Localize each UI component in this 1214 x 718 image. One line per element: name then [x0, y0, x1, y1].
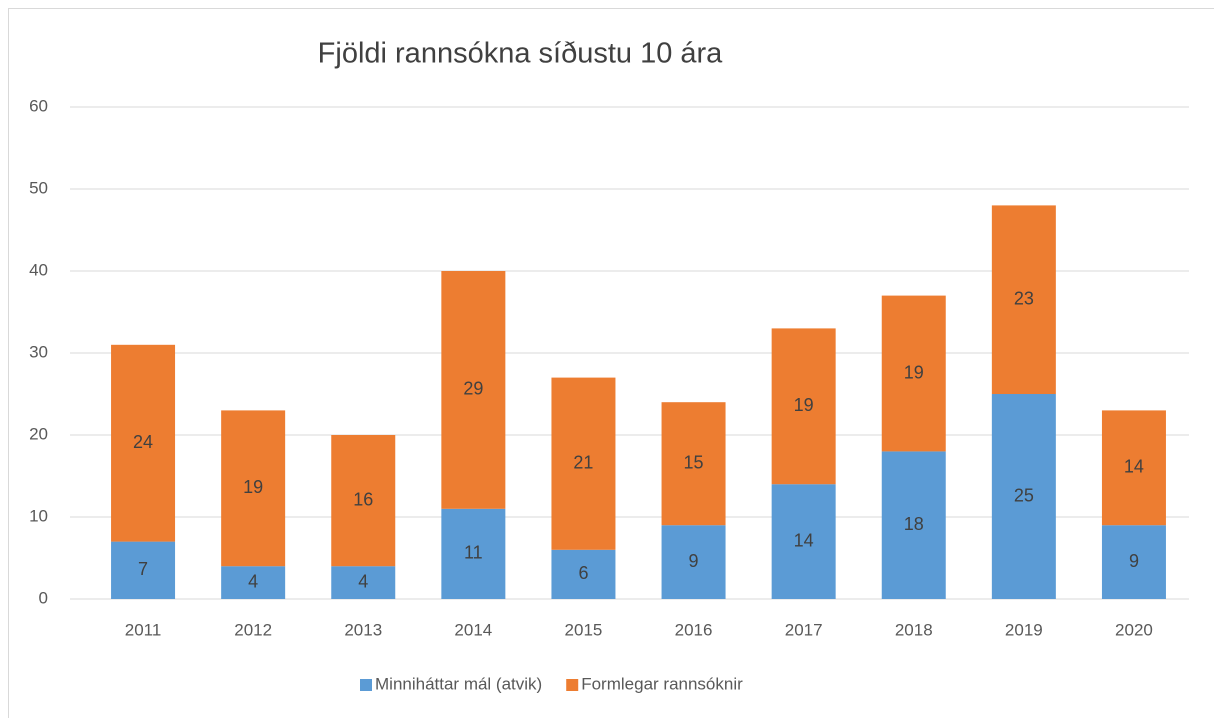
- data-label: 9: [689, 551, 699, 571]
- bar-segment: [661, 402, 726, 526]
- x-tick-label: 2017: [785, 620, 823, 639]
- bar-segment: [661, 525, 726, 599]
- legend-swatch: [360, 679, 372, 691]
- bar-segment: [771, 328, 836, 485]
- data-label: 15: [684, 452, 704, 472]
- x-tick-label: 2019: [1005, 620, 1043, 639]
- bar-segment: [441, 508, 506, 599]
- bar-segment: [881, 295, 946, 452]
- bar-segment: [991, 394, 1056, 599]
- bar-segment: [221, 410, 286, 567]
- data-label: 7: [138, 559, 148, 579]
- bar-segment: [111, 344, 176, 542]
- x-tick-label: 2011: [125, 620, 162, 639]
- data-label: 21: [573, 452, 593, 472]
- bar-segment: [1101, 525, 1166, 599]
- bar-segment: [551, 549, 616, 599]
- data-label: 24: [133, 432, 153, 452]
- data-label: 23: [1014, 288, 1034, 308]
- data-label: 19: [904, 362, 924, 382]
- bar-segment: [331, 566, 396, 599]
- x-tick-label: 2020: [1115, 620, 1153, 639]
- x-tick-label: 2015: [565, 620, 603, 639]
- bar-segment: [221, 566, 286, 599]
- x-tick-label: 2012: [234, 620, 272, 639]
- chart-title: Fjöldi rannsókna síðustu 10 ára: [318, 38, 723, 70]
- data-label: 16: [353, 489, 373, 509]
- y-tick-label: 10: [29, 506, 48, 525]
- bar-segment: [1101, 410, 1166, 526]
- y-tick-label: 50: [29, 178, 48, 197]
- data-label: 14: [794, 530, 814, 550]
- y-tick-label: 40: [29, 260, 48, 279]
- x-tick-label: 2016: [675, 620, 713, 639]
- legend-label: Minniháttar mál (atvik): [375, 674, 542, 693]
- data-label: 6: [578, 563, 588, 583]
- bar-segment: [551, 377, 616, 550]
- data-label: 29: [463, 379, 483, 399]
- x-tick-label: 2014: [454, 620, 492, 639]
- bar-segment: [331, 435, 396, 567]
- bar-segment: [441, 271, 506, 509]
- x-tick-label: 2018: [895, 620, 933, 639]
- data-label: 9: [1129, 551, 1139, 571]
- bar-segment: [771, 484, 836, 599]
- bar-segment: [111, 541, 176, 599]
- data-label: 19: [243, 477, 263, 497]
- data-label: 11: [464, 543, 483, 563]
- chart-border: [8, 8, 1214, 718]
- legend-label: Formlegar rannsóknir: [581, 674, 743, 693]
- bar-segment: [881, 451, 946, 599]
- bar-segment: [991, 205, 1056, 394]
- y-tick-label: 0: [39, 588, 48, 607]
- y-tick-label: 20: [29, 424, 48, 443]
- data-label: 25: [1014, 485, 1034, 505]
- data-label: 4: [358, 571, 368, 591]
- data-label: 14: [1124, 457, 1144, 477]
- legend-swatch: [566, 679, 579, 691]
- data-label: 19: [794, 395, 814, 415]
- y-tick-label: 30: [29, 342, 48, 361]
- y-tick-label: 60: [29, 96, 48, 115]
- data-label: 4: [248, 571, 258, 591]
- data-label: 18: [904, 514, 924, 534]
- x-tick-label: 2013: [344, 620, 382, 639]
